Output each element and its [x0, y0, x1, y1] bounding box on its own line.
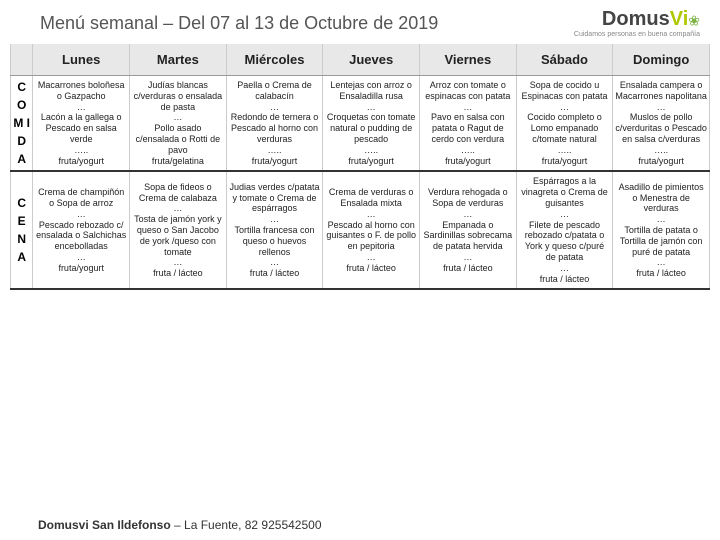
meal-row-comida: C O M I D A Macarrones boloñesa o Gazpac…: [11, 76, 710, 172]
menu-cell: Sopa de cocido u Espinacas con patata … …: [516, 76, 613, 172]
logo-main: Domus: [602, 8, 670, 30]
footer-name: Domusvi San Ildefonso: [38, 518, 171, 532]
menu-cell: Arroz con tomate o espinacas con patata …: [420, 76, 517, 172]
menu-cell: Paella o Crema de calabacín … Redondo de…: [226, 76, 323, 172]
logo-accent: Vi: [670, 8, 689, 30]
header: Menú semanal – Del 07 al 13 de Octubre d…: [0, 0, 720, 42]
day-header: Sábado: [516, 44, 613, 76]
menu-cell: Lentejas con arroz o Ensaladilla rusa … …: [323, 76, 420, 172]
day-header: Miércoles: [226, 44, 323, 76]
logo: DomusVi❀ Cuidamos personas en buena comp…: [574, 8, 700, 38]
footer-phone: 925542500: [261, 518, 321, 532]
corner-cell: [11, 44, 33, 76]
menu-cell: Crema de champiñón o Sopa de arroz … Pes…: [33, 171, 130, 289]
menu-cell: Macarrones boloñesa o Gazpacho … Lacón a…: [33, 76, 130, 172]
meal-row-cena: C E N A Crema de champiñón o Sopa de arr…: [11, 171, 710, 289]
menu-table: Lunes Martes Miércoles Jueves Viernes Sá…: [10, 44, 710, 290]
row-label-comida: C O M I D A: [11, 76, 33, 172]
menu-cell: Asadillo de pimientos o Menestra de verd…: [613, 171, 710, 289]
menu-cell: Judias verdes c/patata y tomate o Crema …: [226, 171, 323, 289]
day-header: Viernes: [420, 44, 517, 76]
menu-cell: Crema de verduras o Ensalada mixta … Pes…: [323, 171, 420, 289]
menu-cell: Sopa de fideos o Crema de calabaza … Tos…: [130, 171, 227, 289]
footer-addr: – La Fuente, 82: [171, 518, 262, 532]
leaf-icon: ❀: [688, 12, 700, 28]
day-header: Martes: [130, 44, 227, 76]
menu-cell: Verdura rehogada o Sopa de verduras … Em…: [420, 171, 517, 289]
menu-cell: Judías blancas c/verduras o ensalada de …: [130, 76, 227, 172]
footer: Domusvi San Ildefonso – La Fuente, 82 92…: [38, 518, 322, 532]
day-header: Jueves: [323, 44, 420, 76]
day-header: Lunes: [33, 44, 130, 76]
menu-cell: Espárragos a la vinagreta o Crema de gui…: [516, 171, 613, 289]
logo-tagline: Cuidamos personas en buena compañía: [574, 31, 700, 38]
header-row: Lunes Martes Miércoles Jueves Viernes Sá…: [11, 44, 710, 76]
page-title: Menú semanal – Del 07 al 13 de Octubre d…: [40, 13, 574, 34]
day-header: Domingo: [613, 44, 710, 76]
menu-cell: Ensalada campera o Macarrones napolitana…: [613, 76, 710, 172]
row-label-cena: C E N A: [11, 171, 33, 289]
